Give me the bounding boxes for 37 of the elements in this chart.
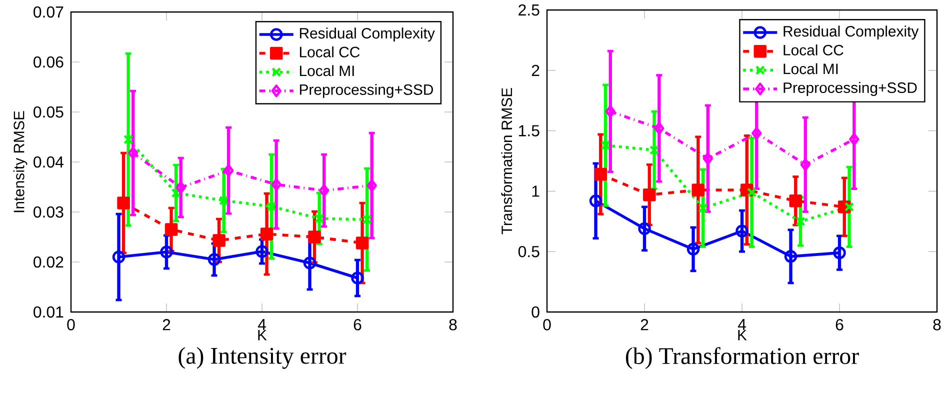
x-tick-label: 2	[640, 319, 648, 330]
y-tick-label: 2.5	[518, 4, 540, 16]
legend-label: Residual Complexity	[784, 26, 919, 40]
y-tick-label: 0.02	[34, 256, 64, 268]
x-tick-label: 4	[738, 319, 746, 330]
y-tick-label: 1.5	[519, 125, 540, 136]
legend-label: Local CC	[784, 44, 844, 56]
legend-label: Local MI	[300, 65, 354, 76]
y-tick-label: 0.5	[518, 246, 540, 258]
legend-label: Preprocessing+SSD	[300, 84, 433, 98]
y-tick-label: 0.04	[34, 156, 64, 168]
x-tick-label: 2	[162, 319, 170, 330]
y-axis-title: Intensity RMSE	[13, 111, 28, 212]
legend-label: Residual Complexity	[300, 28, 435, 42]
x-tick-label: 8	[449, 319, 457, 330]
text: (b) Transformation error	[626, 347, 859, 370]
x-tick-label: 0	[543, 319, 551, 330]
legend-label: Local MI	[784, 63, 838, 74]
y-tick-label: 0.03	[34, 206, 64, 218]
legend-label: Preprocessing+SSD	[784, 82, 917, 96]
y-tick-label: 0.07	[34, 6, 64, 18]
x-tick-label: 0	[67, 319, 75, 330]
legend-label: Local CC	[300, 46, 360, 58]
y-tick-label: 2	[532, 64, 540, 76]
y-tick-label: 0	[532, 306, 540, 318]
y-tick-label: 0.01	[34, 306, 64, 318]
x-tick-label: 8	[933, 319, 941, 330]
x-tick-label: 6	[354, 319, 362, 330]
x-axis-title: K	[738, 330, 747, 340]
x-tick-label: 4	[258, 319, 266, 330]
y-axis-title: Transformation RMSE	[501, 88, 512, 234]
x-tick-label: 6	[836, 319, 844, 330]
y-tick-label: 0.06	[34, 56, 64, 68]
y-tick-label: 0.05	[34, 106, 64, 118]
text: (a) Intensity error	[178, 347, 346, 369]
y-tick-label: 1	[532, 186, 540, 197]
x-axis-title: K	[258, 330, 267, 340]
